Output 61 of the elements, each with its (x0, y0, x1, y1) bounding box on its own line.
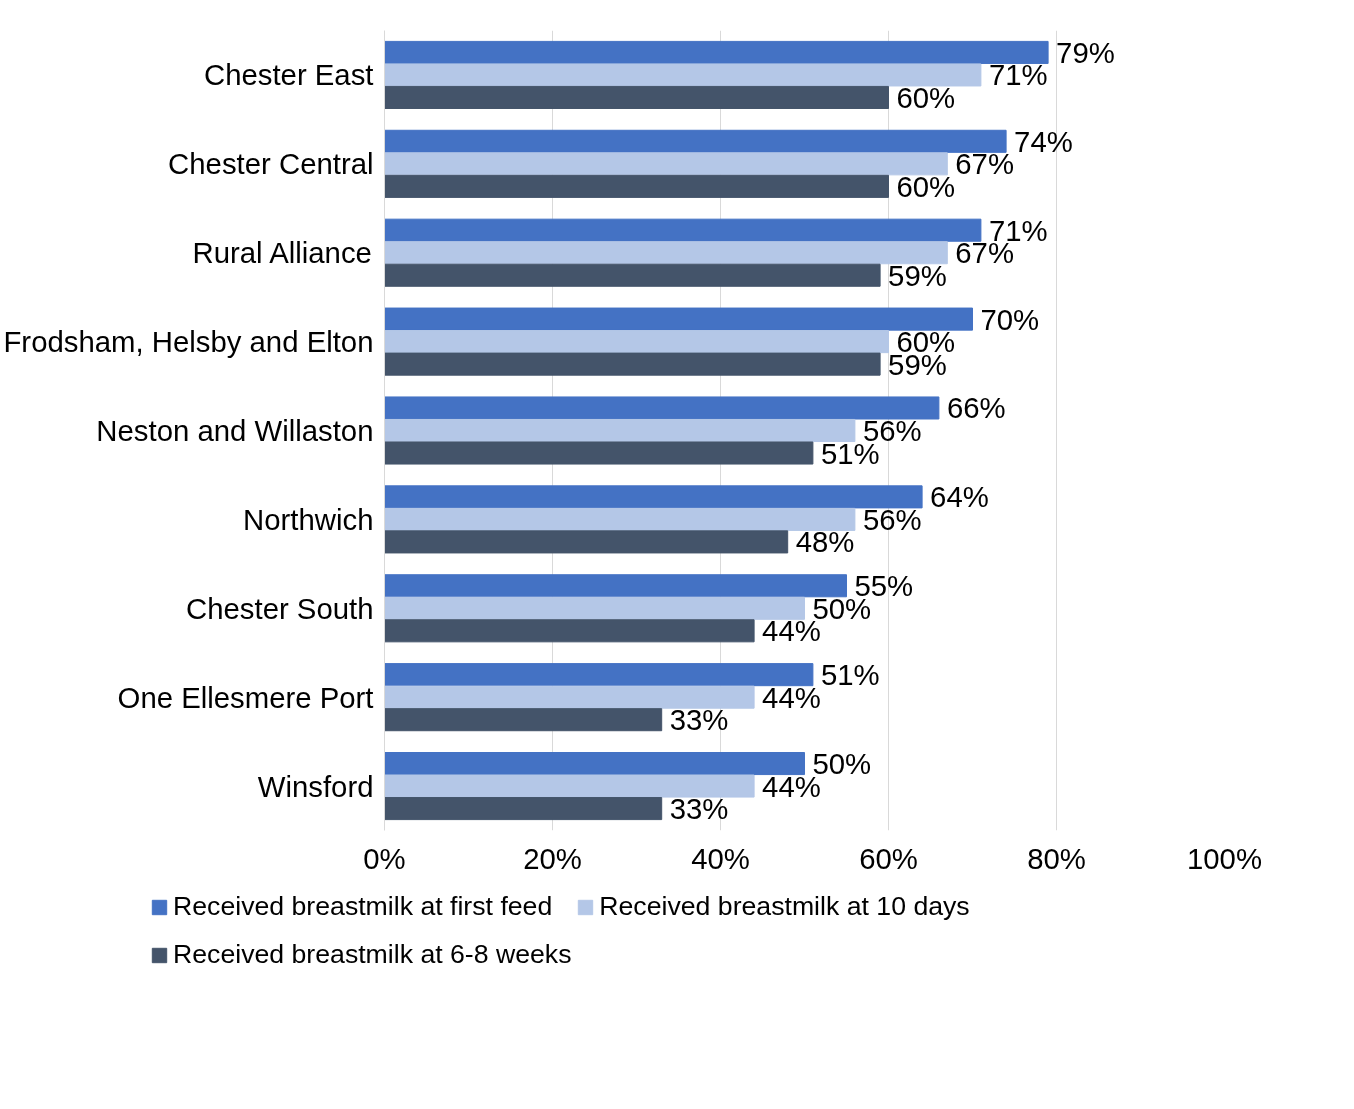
y-tick-label: Chester Central (168, 147, 374, 181)
x-tick-label: 20% (523, 841, 582, 875)
legend-label: Received breastmilk at 6-8 weeks (173, 939, 572, 970)
data-label: 74% (1014, 124, 1073, 158)
bar (384, 152, 948, 176)
data-label: 70% (980, 302, 1040, 336)
bar (384, 797, 663, 821)
bar (384, 63, 982, 87)
x-tick-label: 80% (1027, 841, 1086, 875)
bar (384, 619, 755, 643)
bar (384, 441, 814, 465)
x-tick-label: 40% (691, 841, 750, 875)
bar (384, 352, 881, 376)
data-label: 33% (669, 703, 729, 737)
bar (384, 40, 1049, 64)
y-tick-label: Neston and Willaston (96, 414, 374, 447)
bar (384, 241, 948, 265)
legend-label: Received breastmilk at first feed (173, 891, 553, 922)
data-label: 44% (762, 680, 821, 714)
y-tick-label: Winsford (257, 769, 374, 803)
bar (384, 129, 1007, 153)
bar (384, 507, 856, 531)
y-tick-label: One Ellesmere Port (117, 680, 374, 714)
y-tick-label: Northwich (243, 502, 374, 536)
bar (384, 418, 856, 443)
bar (384, 263, 881, 287)
bar (384, 663, 814, 687)
bar (384, 774, 755, 798)
bar (384, 530, 789, 554)
data-label: 71% (988, 58, 1048, 92)
bar (384, 708, 663, 732)
data-label: 67% (955, 147, 1014, 181)
bar (384, 396, 940, 420)
data-label: 66% (946, 391, 1006, 425)
data-label: 33% (669, 792, 729, 826)
data-label: 48% (795, 525, 855, 559)
bar (384, 685, 755, 709)
bar (384, 596, 805, 620)
y-tick-label: Chester South (186, 591, 374, 625)
x-tick-label: 0% (363, 841, 406, 875)
bar (384, 752, 805, 776)
y-tick-label: Chester East (203, 58, 374, 92)
x-tick-label: 60% (859, 841, 918, 875)
bar (384, 307, 973, 331)
y-tick-label: Rural Alliance (192, 236, 372, 270)
data-label: 60% (896, 80, 956, 114)
bar (384, 85, 889, 109)
data-label: 79% (1056, 35, 1115, 69)
y-tick-label: Frodsham, Helsby and Elton (3, 325, 374, 359)
x-tick-label: 100% (1186, 841, 1263, 875)
bar (384, 218, 982, 242)
legend-label: Received breastmilk at 10 days (599, 891, 970, 922)
bar (384, 174, 889, 198)
bar (384, 485, 923, 509)
data-label: 56% (862, 502, 922, 536)
data-label: 51% (820, 658, 880, 692)
data-label: 60% (896, 169, 956, 203)
bar (384, 574, 847, 598)
data-label: 59% (888, 258, 947, 292)
data-label: 64% (930, 480, 989, 514)
bar (384, 330, 889, 354)
